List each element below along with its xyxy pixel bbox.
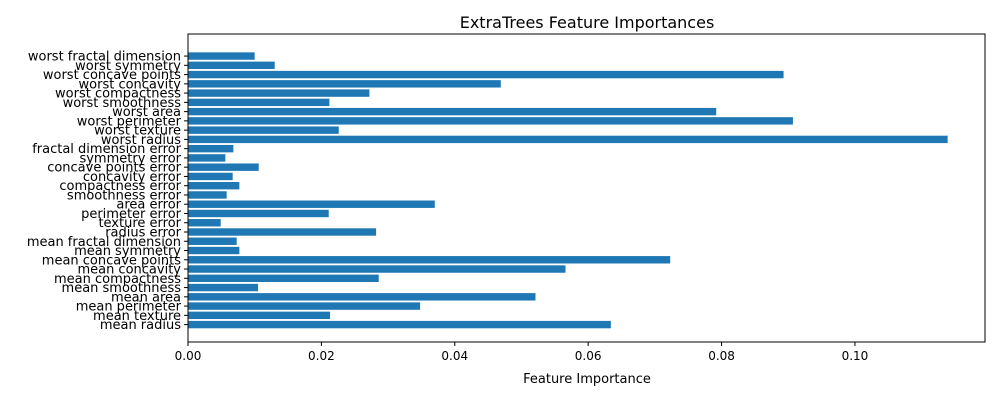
y-tick-label: mean compactness [54,272,181,287]
chart-title: ExtraTrees Feature Importances [460,13,715,32]
x-tick-label: 0.06 [575,349,602,363]
x-axis-label: Feature Importance [523,372,651,387]
y-tick-label: radius error [105,226,181,241]
y-tick-label: worst radius [101,133,181,148]
y-tick-label: concavity error [83,170,182,185]
y-tick-label: smoothness error [67,188,182,203]
bar-worst-concave-points [188,70,784,79]
x-tick-label: 0.02 [308,349,335,363]
y-tick-label: mean radius [100,318,181,333]
y-tick-label: concave points error [47,161,181,176]
y-tick-label: fractal dimension error [32,142,181,157]
bar-mean-radius [188,320,611,329]
y-tick-label: compactness error [59,179,181,194]
bar-worst-compactness [188,89,370,97]
y-tick-label: mean symmetry [74,244,181,259]
bar-concavity-error [188,172,233,181]
bar-mean-concavity [188,265,566,273]
x-tick-label: 0.04 [441,349,468,363]
bar-worst-fractal-dimension [188,52,255,60]
y-tick-label: worst area [112,105,181,120]
y-tick-label: worst smoothness [63,96,182,111]
y-tick-label: area error [116,198,181,213]
y-tick-label: mean concave points [42,253,181,268]
bar-area-error [188,200,435,208]
bar-worst-smoothness [188,98,330,107]
bar-smoothness-error [188,191,227,199]
bar-mean-compactness [188,274,379,282]
y-tick-label: texture error [98,216,181,231]
bar-worst-symmetry [188,61,275,70]
x-ticks: 0.00 0.02 0.04 0.06 0.08 0.10 [175,342,869,363]
bar-perimeter-error [188,209,329,218]
y-tick-label: worst concave points [43,68,181,83]
bars-group [188,52,948,329]
x-tick-label: 0.08 [708,349,735,363]
bar-texture-error [188,219,221,227]
bar-mean-area [188,293,536,301]
y-tick-label: mean perimeter [76,300,182,315]
x-tick-label: 0.10 [842,349,869,363]
bar-worst-perimeter [188,117,793,125]
y-tick-label: perimeter error [81,207,182,222]
y-tick-label: mean area [111,290,181,305]
bar-mean-fractal-dimension [188,237,237,245]
y-tick-label: mean texture [93,309,181,324]
bar-mean-concave-points [188,256,671,264]
bar-worst-area [188,107,717,116]
y-tick-label: worst fractal dimension [28,50,181,65]
bar-mean-smoothness [188,283,259,292]
bar-mean-perimeter [188,302,421,310]
bar-symmetry-error [188,154,226,162]
bar-worst-texture [188,126,339,134]
bar-fractal-dimension-error [188,144,234,153]
bar-worst-concavity [188,80,501,88]
y-tick-label: worst compactness [55,87,181,102]
y-tick-label: symmetry error [79,151,181,166]
y-tick-label: worst concavity [79,77,182,92]
bar-worst-radius [188,135,948,144]
bar-mean-texture [188,311,331,320]
bar-concave-points-error [188,163,259,171]
bar-mean-symmetry [188,246,240,255]
y-tick-label: worst symmetry [75,59,181,74]
bar-compactness-error [188,182,240,190]
y-tick-label: worst texture [94,124,181,139]
x-tick-label: 0.00 [175,349,202,363]
y-tick-label: mean fractal dimension [27,235,181,250]
y-tick-label: mean smoothness [62,281,182,296]
plot-frame [187,33,986,343]
y-tick-label: worst perimeter [77,114,182,129]
bar-radius-error [188,228,377,236]
y-tick-label: mean concavity [77,263,181,278]
